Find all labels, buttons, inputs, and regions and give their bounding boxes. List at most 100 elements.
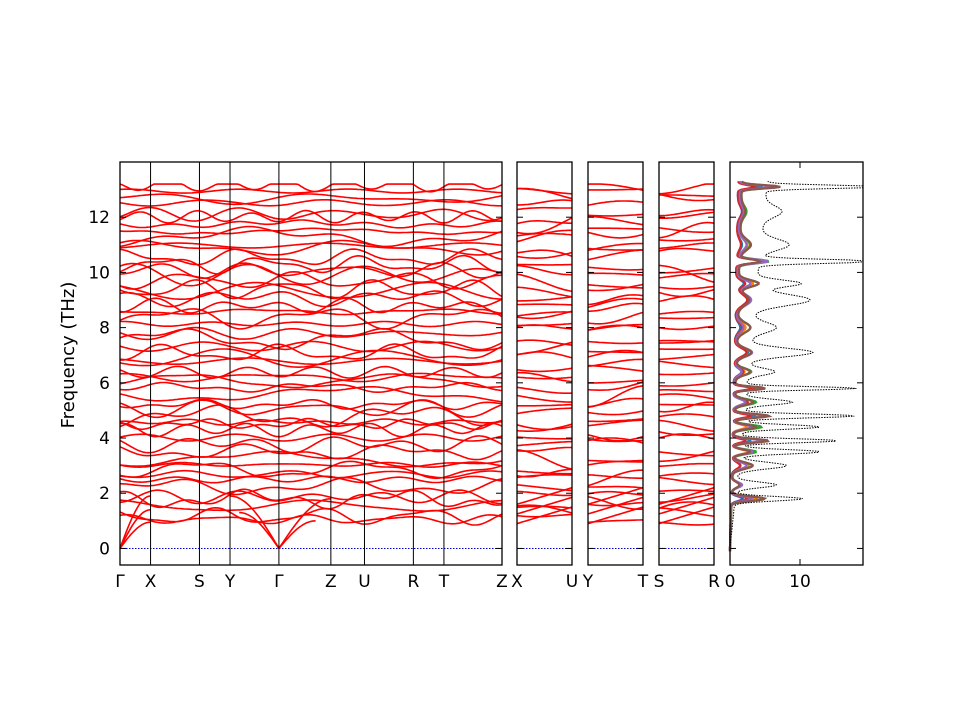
phonon-band [658, 506, 715, 525]
phonon-band [658, 288, 715, 298]
panel-frame [658, 161, 715, 566]
phonon-band [659, 382, 715, 387]
phonon-band [658, 372, 715, 376]
phonon-band [120, 297, 502, 314]
phonon-band [516, 251, 573, 259]
phonon-band [516, 440, 573, 447]
y-tick-label: 8 [99, 319, 110, 339]
phonon-band [119, 422, 503, 438]
k-point-label: T [637, 572, 649, 592]
k-point-label: R [708, 572, 720, 592]
phonon-band [119, 381, 503, 393]
phonon-band [516, 490, 573, 497]
phonon-band [588, 379, 644, 384]
phonon-band [587, 183, 644, 192]
y-tick-label: 12 [88, 208, 110, 228]
phonon-band [517, 199, 573, 206]
phonon-band [119, 326, 503, 341]
phonon-band [587, 227, 644, 230]
phonon-band [658, 451, 714, 457]
phonon-band [587, 434, 644, 442]
phonon-band [120, 418, 503, 426]
y-axis-label: Frequency (THz) [58, 282, 79, 429]
phonon-band [659, 211, 715, 219]
phonon-band [658, 507, 715, 517]
phonon-band [587, 294, 644, 306]
phonon-band [658, 476, 715, 486]
phonon-band [587, 410, 644, 416]
phonon-band [658, 272, 715, 279]
phonon-band [588, 485, 644, 489]
phonon-band [587, 490, 644, 496]
phonon-band [516, 273, 573, 293]
y-tick-label: 2 [99, 484, 110, 504]
k-point-label: T [438, 572, 450, 592]
phonon-band [516, 264, 572, 276]
phonon-band [119, 206, 503, 222]
y-tick-label: 4 [99, 429, 110, 449]
phonon-band [587, 284, 643, 289]
phonon-band [119, 386, 503, 403]
phonon-band [587, 200, 644, 206]
phonon-band [587, 364, 644, 372]
phonon-band [587, 381, 644, 391]
k-point-label: S [194, 572, 205, 592]
phonon-band [659, 403, 715, 406]
phonon-band [517, 296, 573, 302]
phonon-band [587, 340, 644, 345]
phonon-band [658, 496, 715, 515]
phonon-band [587, 496, 644, 515]
phonon-band [588, 302, 644, 312]
phonon-band [516, 386, 572, 394]
phonon-band [587, 213, 644, 217]
panel-frame [119, 161, 503, 566]
phonon-band [119, 435, 503, 454]
phonon-band [587, 311, 644, 325]
phonon-band [516, 286, 573, 298]
phonon-band [658, 413, 715, 418]
phonon-band [516, 263, 572, 266]
panel-frame [729, 161, 864, 566]
phonon-band [587, 249, 644, 261]
acoustic-branch [119, 521, 151, 549]
phonon-band [516, 468, 573, 478]
phonon-band [119, 461, 503, 469]
phonon-band [588, 283, 644, 292]
phonon-band [658, 183, 714, 195]
phonon-band [119, 209, 503, 224]
phonon-band [119, 373, 503, 389]
phonon-band [119, 398, 503, 411]
phonon-band [658, 393, 715, 400]
phonon-band [119, 476, 503, 496]
y-tick-label: 0 [99, 539, 110, 559]
k-point-label: U [566, 572, 578, 592]
phonon-band [119, 242, 503, 249]
phonon-band [587, 231, 644, 239]
phonon-band [516, 310, 573, 320]
phonon-band [658, 419, 715, 432]
phonon-band [516, 423, 573, 432]
phonon-band [587, 469, 643, 487]
phonon-band [516, 513, 572, 518]
phonon-band [658, 501, 715, 509]
acoustic-branch [119, 495, 151, 549]
k-point-label: Γ [115, 572, 125, 592]
k-point-label: R [407, 572, 419, 592]
phonon-band [119, 433, 503, 442]
phonon-band [658, 472, 715, 477]
phonon-band [119, 348, 503, 369]
phonon-band [516, 187, 573, 195]
phonon-band [658, 227, 714, 234]
phonon-band [516, 470, 572, 475]
panel-frame [516, 161, 573, 566]
phonon-band [516, 311, 573, 317]
phonon-band [587, 486, 644, 506]
phonon-band [119, 239, 503, 256]
acoustic-branch [278, 498, 331, 549]
acoustic-branch [239, 511, 280, 549]
x-tick-label: 10 [789, 572, 811, 592]
